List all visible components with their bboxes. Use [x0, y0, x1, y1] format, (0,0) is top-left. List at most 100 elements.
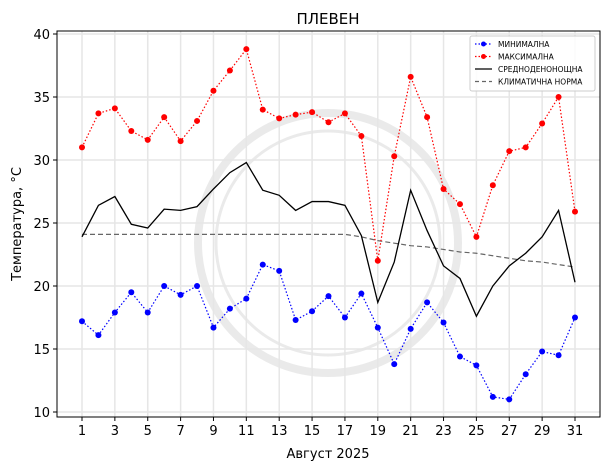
data-point: [144, 136, 151, 143]
x-tick-label: 23: [435, 424, 452, 439]
plot-frame: [56, 30, 601, 418]
data-point: [128, 289, 135, 296]
x-tick-label: 27: [501, 424, 518, 439]
chart-title: ПЛЕВЕН: [296, 10, 359, 28]
y-tick-label: 40: [33, 28, 50, 43]
data-point: [177, 138, 184, 145]
x-tick-label: 9: [209, 424, 217, 439]
data-point: [572, 314, 578, 321]
legend-marker: [481, 54, 486, 59]
data-point: [309, 308, 316, 315]
series-line-2: [81, 161, 576, 318]
y-tick-label: 20: [33, 280, 50, 295]
legend-label: СРЕДНОДЕНОНОЩНА: [498, 65, 583, 74]
data-point: [539, 348, 546, 355]
data-point: [226, 305, 233, 312]
data-point: [95, 332, 102, 339]
x-tick-label: 21: [402, 424, 419, 439]
data-point: [144, 309, 151, 316]
data-point: [522, 144, 529, 151]
data-point: [506, 148, 513, 155]
series-line-3: [82, 233, 576, 268]
series-layer: [79, 46, 578, 403]
data-point: [424, 299, 431, 306]
data-point: [161, 283, 168, 289]
x-tick-label: 1: [78, 424, 86, 439]
data-point: [473, 362, 480, 369]
data-point: [210, 87, 217, 94]
data-point: [259, 261, 266, 268]
data-point: [391, 361, 398, 368]
legend-marker: [481, 41, 486, 47]
data-point: [292, 317, 299, 324]
x-tick-label: 19: [370, 424, 387, 439]
data-point: [473, 233, 480, 240]
y-tick-label: 10: [33, 406, 50, 421]
legend-box: [469, 35, 596, 92]
data-point: [259, 106, 266, 113]
data-point: [440, 319, 447, 326]
y-axis-label: Температура, °C: [10, 167, 25, 282]
data-point: [161, 114, 168, 121]
data-point: [194, 117, 201, 124]
data-point: [111, 309, 118, 316]
ticks: 1 3 5 7 9 11 13 15 17 19 21 23 25 27 29 311015202530354…: [33, 28, 583, 439]
data-point: [79, 144, 85, 151]
legend: МИНИМАЛНА МАКСИМАЛНА СРЕДНОДЕНОНОЩНА КЛИМАТ…: [469, 35, 596, 92]
data-point: [358, 290, 365, 297]
x-tick-label: 25: [468, 424, 485, 439]
data-point: [325, 119, 332, 126]
x-axis-label: Август 2025: [286, 447, 369, 462]
legend-label: МИНИМАЛНА: [498, 40, 550, 49]
data-point: [489, 393, 496, 400]
data-point: [407, 325, 414, 332]
watermark-logo: [194, 109, 462, 377]
x-tick-label: 11: [238, 424, 255, 439]
x-tick-label: 15: [304, 424, 321, 439]
legend-label: КЛИМАТИЧНА НОРМА: [498, 78, 583, 87]
data-point: [539, 120, 546, 127]
data-point: [111, 105, 118, 112]
data-point: [456, 353, 463, 360]
data-point: [374, 257, 381, 264]
data-point: [194, 283, 201, 289]
series-line-0: [81, 263, 576, 401]
data-point: [292, 111, 299, 118]
data-point: [522, 371, 529, 378]
data-point: [95, 110, 102, 117]
data-point: [226, 67, 233, 74]
x-tick-label: 17: [337, 424, 354, 439]
legend-label: МАКСИМАЛНА: [498, 53, 555, 62]
y-tick-label: 35: [33, 91, 50, 106]
data-point: [456, 201, 463, 208]
data-point: [243, 295, 250, 302]
data-point: [358, 133, 365, 140]
data-point: [325, 293, 332, 300]
data-point: [572, 208, 578, 215]
x-tick-label: 29: [534, 424, 551, 439]
data-point: [79, 318, 85, 325]
data-point: [489, 182, 496, 189]
data-point: [440, 185, 447, 192]
data-point: [309, 109, 316, 116]
x-tick-label: 7: [176, 424, 184, 439]
data-point: [341, 110, 348, 117]
x-tick-label: 31: [567, 424, 584, 439]
x-tick-label: 3: [111, 424, 119, 439]
x-tick-label: 5: [144, 424, 152, 439]
data-point: [555, 94, 562, 100]
data-point: [177, 291, 184, 298]
data-point: [276, 267, 283, 274]
data-point: [374, 324, 381, 331]
y-tick-label: 30: [33, 154, 50, 169]
data-point: [555, 352, 562, 359]
data-point: [210, 324, 217, 331]
data-point: [424, 114, 431, 121]
data-point: [407, 73, 414, 80]
y-tick-label: 25: [33, 217, 50, 232]
grid: [57, 31, 600, 417]
data-point: [506, 396, 513, 403]
y-tick-label: 15: [33, 343, 50, 358]
data-point: [243, 46, 250, 53]
